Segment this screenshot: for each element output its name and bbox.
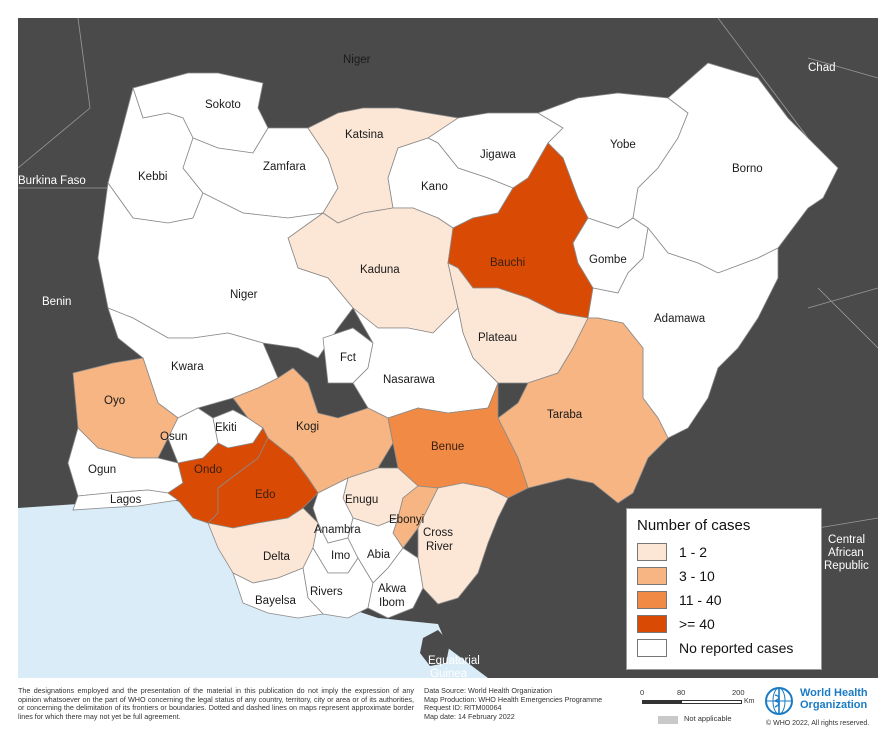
legend: Number of cases 1 - 2 3 - 10 11 - 40 >= …	[626, 508, 822, 670]
label-delta: Delta	[263, 551, 290, 563]
label-plateau: Plateau	[478, 332, 517, 344]
legend-swatch	[637, 615, 667, 633]
label-edo: Edo	[255, 489, 275, 501]
not-applicable-swatch	[658, 716, 678, 724]
who-emblem-icon	[765, 687, 793, 715]
map-frame: Niger Chad Burkina Faso Benin Central Af…	[18, 18, 878, 678]
label-yobe: Yobe	[610, 139, 636, 151]
label-rivers: Rivers	[310, 586, 343, 598]
scale-tick: 80	[677, 688, 686, 697]
label-burkina-faso: Burkina Faso	[18, 175, 86, 187]
legend-swatch	[637, 591, 667, 609]
state-bayelsa	[232, 567, 324, 619]
legend-label: >= 40	[679, 616, 715, 632]
label-jigawa: Jigawa	[480, 149, 516, 161]
scale-bar-graphic	[642, 700, 742, 704]
label-akwa-ibom-2: Ibom	[379, 597, 405, 609]
request-id: Request ID: RITM00064	[424, 703, 502, 713]
label-ogun: Ogun	[88, 464, 116, 476]
label-oyo: Oyo	[104, 395, 125, 407]
label-benin: Benin	[42, 296, 71, 308]
state-akwa-ibom	[367, 547, 424, 619]
label-car-3: Republic	[824, 560, 869, 572]
bioko-island	[420, 630, 450, 666]
label-abia: Abia	[367, 549, 391, 561]
legend-label: 1 - 2	[679, 544, 708, 560]
legend-item: 1 - 2	[637, 540, 811, 564]
label-car-1: Central	[828, 534, 865, 546]
scale-unit: Km	[744, 698, 755, 705]
label-benue: Benue	[431, 441, 464, 453]
who-name-line: Organization	[800, 699, 868, 711]
data-source: Data Source: World Health Organization	[424, 686, 553, 695]
label-niger-country: Niger	[343, 54, 371, 66]
copyright: © WHO 2022, All rights reserved.	[766, 720, 870, 727]
legend-item: >= 40	[637, 612, 811, 636]
label-eq-guinea-1: Equatorial	[428, 655, 480, 667]
who-logo: World Health Organization	[764, 686, 894, 718]
label-osun: Osun	[160, 431, 188, 443]
source-block: Data Source: World Health Organization M…	[424, 686, 644, 721]
label-bauchi: Bauchi	[490, 257, 525, 269]
label-ebonyi: Ebonyi	[389, 514, 424, 526]
legend-swatch	[637, 567, 667, 585]
legend-label: 11 - 40	[679, 592, 722, 608]
who-name-line: World Health	[800, 687, 868, 699]
not-applicable-label: Not applicable	[684, 714, 732, 723]
label-akwa-ibom-1: Akwa	[378, 583, 407, 595]
label-taraba: Taraba	[547, 409, 583, 421]
state-cross-river	[417, 482, 509, 605]
legend-swatch	[637, 639, 667, 657]
label-car-2: African	[828, 547, 864, 559]
label-ekiti: Ekiti	[215, 422, 237, 434]
label-kwara: Kwara	[171, 361, 204, 373]
label-kaduna: Kaduna	[360, 264, 400, 276]
label-adamawa: Adamawa	[654, 313, 706, 325]
label-nasarawa: Nasarawa	[383, 374, 435, 386]
label-cross-river-2: River	[426, 541, 453, 553]
label-enugu: Enugu	[345, 494, 378, 506]
label-bayelsa: Bayelsa	[255, 595, 297, 607]
legend-item: No reported cases	[637, 636, 811, 660]
label-lagos: Lagos	[110, 494, 142, 506]
label-eq-guinea-2: Guinea	[430, 668, 468, 678]
label-ondo: Ondo	[194, 464, 222, 476]
who-name: World Health Organization	[800, 687, 868, 711]
label-kogi: Kogi	[296, 421, 319, 433]
label-kebbi: Kebbi	[138, 171, 167, 183]
scale-tick: 200	[732, 688, 745, 697]
label-niger-state: Niger	[230, 289, 258, 301]
legend-label: No reported cases	[679, 640, 794, 656]
label-anambra: Anambra	[314, 524, 361, 536]
nigeria-map: Niger Chad Burkina Faso Benin Central Af…	[18, 18, 878, 678]
legend-item: 3 - 10	[637, 564, 811, 588]
scale-bar: 0 80 200 Km Not applicable	[640, 688, 760, 728]
label-katsina: Katsina	[345, 129, 384, 141]
label-fct: Fct	[340, 352, 357, 364]
border-lines	[18, 18, 878, 529]
footer: The designations employed and the presen…	[0, 684, 896, 739]
label-gombe: Gombe	[589, 254, 627, 266]
label-sokoto: Sokoto	[205, 99, 241, 111]
legend-label: 3 - 10	[679, 568, 715, 584]
scale-tick: 0	[640, 688, 645, 697]
label-borno: Borno	[732, 163, 763, 175]
label-chad: Chad	[808, 62, 836, 74]
map-production: Map Production: WHO Health Emergencies P…	[424, 694, 603, 704]
legend-item: 11 - 40	[637, 588, 811, 612]
map-date: Map date: 14 February 2022	[424, 711, 515, 721]
legend-title: Number of cases	[637, 517, 751, 534]
label-cross-river-1: Cross	[423, 527, 453, 539]
label-zamfara: Zamfara	[263, 161, 306, 173]
label-kano: Kano	[421, 181, 448, 193]
legend-swatch	[637, 543, 667, 561]
label-imo: Imo	[331, 550, 350, 562]
disclaimer-text: The designations employed and the presen…	[18, 686, 414, 721]
